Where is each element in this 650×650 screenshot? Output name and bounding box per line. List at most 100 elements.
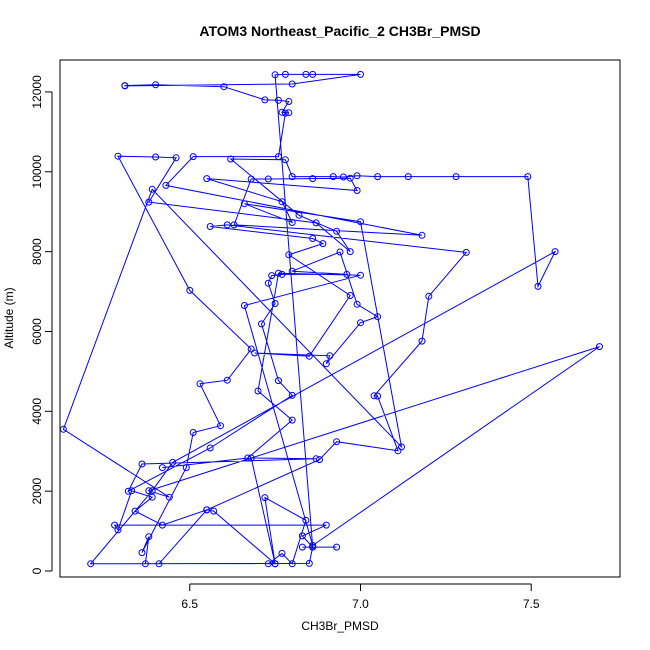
data-point bbox=[298, 532, 306, 540]
data-point bbox=[145, 198, 153, 206]
data-point bbox=[309, 542, 317, 549]
data-point bbox=[305, 559, 313, 567]
data-point bbox=[333, 543, 341, 551]
data-point bbox=[189, 429, 197, 436]
y-tick-label: 10000 bbox=[30, 155, 44, 189]
data-point bbox=[152, 153, 160, 161]
data-point bbox=[346, 248, 354, 256]
x-axis-label: CH3Br_PMSD bbox=[301, 619, 379, 633]
data-point bbox=[346, 174, 354, 182]
data-point bbox=[281, 156, 289, 164]
data-point bbox=[305, 352, 313, 360]
data-point bbox=[398, 443, 405, 451]
data-point bbox=[288, 219, 296, 226]
data-point bbox=[452, 173, 460, 181]
data-point bbox=[251, 349, 259, 357]
data-point bbox=[343, 270, 351, 278]
data-point bbox=[322, 521, 330, 529]
data-point bbox=[524, 173, 532, 181]
data-point bbox=[121, 82, 129, 90]
data-point bbox=[271, 300, 279, 307]
data-point bbox=[288, 416, 296, 424]
data-point bbox=[298, 543, 306, 551]
data-point bbox=[353, 187, 361, 194]
y-tick-label: 6000 bbox=[30, 318, 44, 345]
y-tick-label: 0 bbox=[30, 567, 44, 574]
x-tick-label: 7.5 bbox=[523, 597, 540, 611]
data-point bbox=[357, 319, 364, 327]
chart-title: ATOM3 Northeast_Pacific_2 CH3Br_PMSD bbox=[199, 23, 480, 39]
y-tick-label: 12000 bbox=[30, 75, 44, 109]
data-point bbox=[210, 507, 218, 515]
data-point bbox=[223, 221, 231, 229]
data-point bbox=[353, 300, 361, 308]
data-point bbox=[244, 454, 252, 462]
data-point bbox=[182, 464, 190, 472]
data-point bbox=[285, 98, 293, 105]
data-point bbox=[111, 521, 119, 529]
data-point bbox=[247, 454, 255, 462]
data-point bbox=[87, 560, 95, 568]
data-point bbox=[223, 376, 231, 384]
plot-frame bbox=[59, 59, 621, 578]
data-point bbox=[141, 560, 149, 568]
data-point bbox=[240, 200, 248, 208]
series-layer bbox=[59, 70, 603, 568]
data-point bbox=[203, 175, 211, 183]
data-point bbox=[309, 70, 317, 78]
data-point bbox=[247, 175, 255, 183]
data-point bbox=[152, 81, 160, 89]
x-axis: 6.5 7.0 7.5 bbox=[181, 583, 540, 611]
y-tick-label: 4000 bbox=[30, 398, 44, 425]
data-point bbox=[169, 458, 177, 466]
data-point bbox=[148, 185, 156, 193]
data-point bbox=[309, 175, 317, 183]
data-point bbox=[261, 494, 269, 502]
data-point bbox=[285, 109, 293, 117]
data-point bbox=[288, 173, 296, 181]
data-point bbox=[131, 507, 139, 515]
data-point bbox=[206, 223, 214, 230]
x-tick-label: 7.0 bbox=[352, 597, 369, 611]
data-point bbox=[275, 269, 282, 277]
data-point bbox=[145, 533, 153, 541]
data-point bbox=[370, 392, 378, 400]
data-point bbox=[319, 240, 327, 248]
data-point bbox=[247, 345, 255, 353]
data-point bbox=[462, 248, 470, 256]
data-point bbox=[302, 70, 310, 78]
data-point bbox=[312, 219, 320, 227]
data-point bbox=[230, 221, 238, 229]
data-point bbox=[418, 231, 426, 239]
data-point bbox=[302, 516, 310, 524]
data-point bbox=[326, 352, 334, 360]
data-point bbox=[425, 292, 433, 300]
data-point bbox=[295, 211, 303, 219]
data-point bbox=[288, 391, 296, 399]
data-point bbox=[278, 198, 286, 206]
y-tick-label: 8000 bbox=[30, 238, 44, 265]
data-point bbox=[418, 337, 426, 345]
data-point bbox=[114, 152, 122, 160]
data-point bbox=[261, 96, 269, 104]
data-point bbox=[278, 108, 286, 116]
data-point bbox=[114, 526, 122, 534]
data-point bbox=[186, 286, 194, 294]
data-point bbox=[288, 267, 296, 275]
data-point bbox=[329, 173, 337, 181]
data-point bbox=[264, 560, 272, 568]
data-point bbox=[264, 279, 272, 287]
data-point bbox=[138, 460, 146, 468]
data-point bbox=[206, 444, 214, 452]
data-point bbox=[404, 173, 412, 181]
data-point bbox=[353, 172, 361, 180]
data-point bbox=[333, 227, 341, 235]
data-point bbox=[278, 549, 286, 557]
data-point bbox=[155, 560, 163, 568]
data-point bbox=[534, 282, 542, 290]
data-point bbox=[357, 70, 364, 78]
data-point bbox=[158, 464, 166, 472]
y-axis-label: Altitude (m) bbox=[2, 287, 16, 348]
data-point bbox=[333, 438, 341, 446]
data-point bbox=[357, 271, 364, 279]
